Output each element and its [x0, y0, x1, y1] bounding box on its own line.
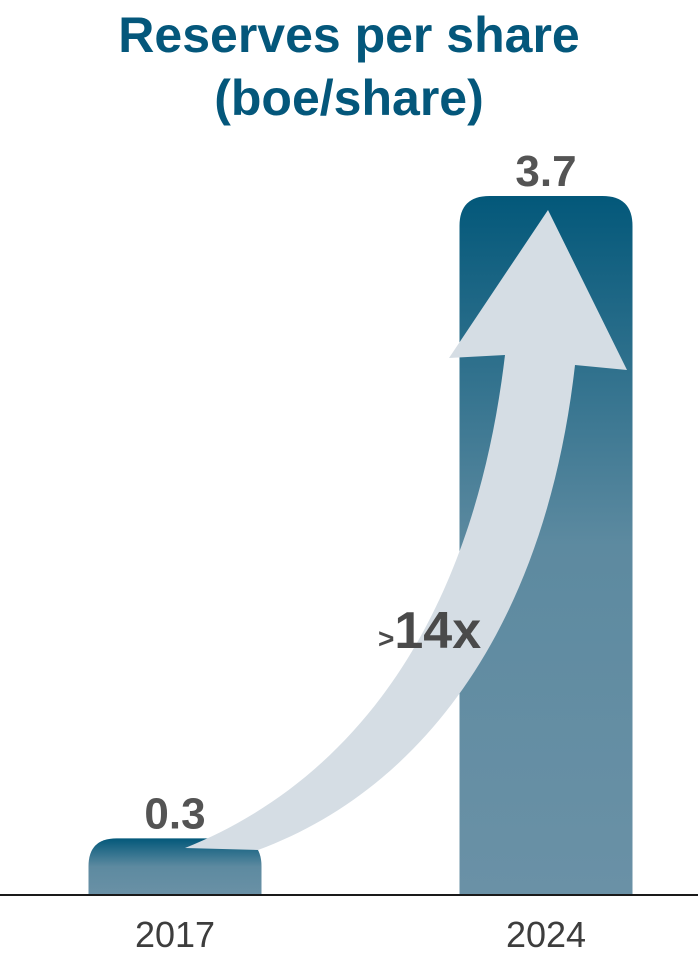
x-tick-label-2017: 2017: [135, 914, 215, 955]
x-tick-label-2024: 2024: [506, 914, 586, 955]
bar-2017: [88, 838, 262, 895]
bar-2024: [459, 196, 633, 895]
chart-title-line-2: (boe/share): [214, 70, 484, 126]
growth-multiplier-label: >14x: [378, 602, 481, 660]
value-label-2024: 3.7: [515, 147, 576, 196]
growth-multiplier-prefix: >: [378, 623, 394, 654]
value-label-2017: 0.3: [144, 789, 205, 838]
chart-title-line-1: Reserves per share: [118, 7, 579, 63]
growth-arrow: [185, 210, 627, 850]
growth-multiplier-value: 14x: [394, 602, 481, 660]
